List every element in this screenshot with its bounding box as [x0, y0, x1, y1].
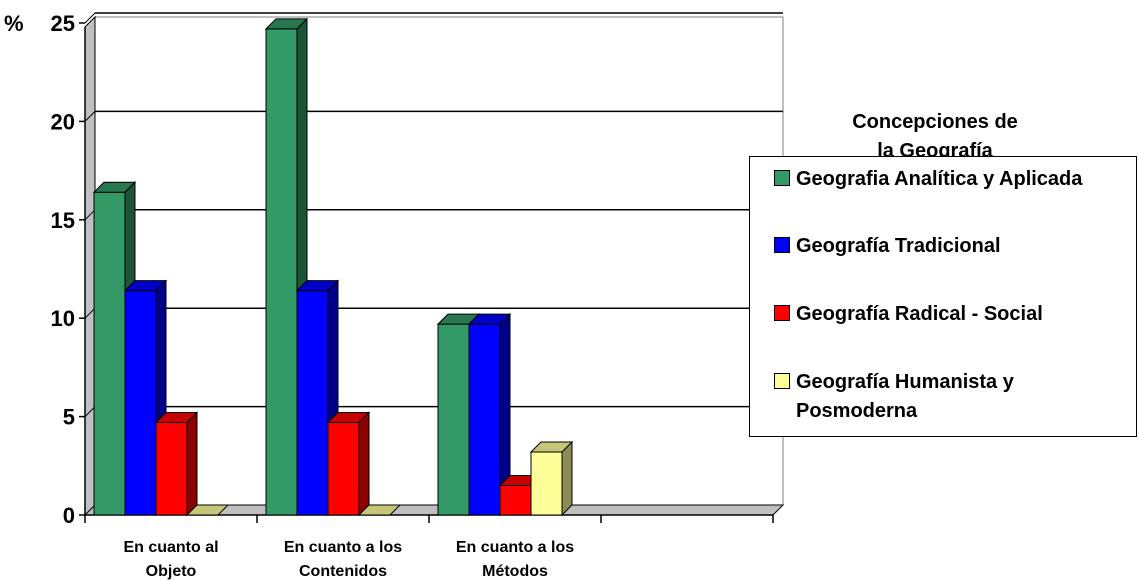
x-tick-label: En cuanto a los [456, 539, 574, 556]
bar-side [358, 411, 370, 517]
bar [467, 312, 512, 517]
legend-label: Geografía Humanista y Posmoderna [796, 371, 1014, 422]
bar [154, 411, 199, 517]
legend-item: Geografia Analítica y Aplicada [774, 165, 1126, 194]
bar [357, 504, 402, 516]
x-tick-label: Métodos [482, 563, 548, 580]
bar-front [265, 28, 298, 516]
y-tick-label: 10 [51, 306, 75, 331]
legend-item: Geografía Radical - Social [774, 300, 1126, 329]
bar [295, 279, 340, 517]
y-tick-label: 20 [51, 109, 75, 134]
gridline-diagonal [84, 307, 96, 319]
bar-front [327, 422, 360, 516]
legend-swatch [774, 305, 790, 321]
legend-swatch [774, 373, 790, 389]
y-tick-label: 25 [51, 11, 75, 36]
bar-front [437, 323, 470, 516]
x-tick-label: Objeto [146, 563, 197, 580]
bar-front [93, 191, 126, 516]
bar-top [357, 504, 402, 516]
y-tick-label: 5 [63, 405, 75, 430]
legend-label: Geografía Tradicional [796, 235, 1001, 257]
bar-side [186, 411, 198, 517]
legend: Geografia Analítica y Aplicada Geografía … [749, 156, 1137, 437]
legend-swatch [774, 170, 790, 186]
bar [529, 440, 574, 517]
bar-top [185, 504, 230, 516]
legend-item: Geografía Tradicional [774, 232, 1126, 261]
bar-front [155, 422, 188, 516]
bar-front [499, 484, 532, 516]
y-tick-label: 0 [63, 503, 75, 528]
gridline-diagonal [84, 12, 96, 24]
x-tick-label: En cuanto a los [284, 539, 402, 556]
bar-side [561, 440, 573, 517]
gridline-diagonal [84, 111, 96, 122]
gridline-diagonal [84, 209, 96, 221]
legend-label: Geografía Radical - Social [796, 303, 1043, 325]
bar-front [124, 290, 157, 516]
x-tick-label: Contenidos [299, 563, 387, 580]
y-unit-label: % [4, 11, 24, 36]
bar [326, 411, 371, 517]
legend-swatch [774, 237, 790, 253]
x-tick-label: En cuanto al [123, 539, 218, 556]
bar-front [468, 323, 501, 516]
bar [185, 504, 230, 516]
gridline-diagonal [84, 406, 96, 417]
bar-front [296, 290, 329, 516]
bar-front [530, 451, 563, 516]
legend-label: Geografia Analítica y Aplicada [796, 168, 1083, 190]
y-tick-label: 15 [51, 208, 75, 233]
legend-item: Geografía Humanista y Posmoderna [774, 368, 1126, 426]
